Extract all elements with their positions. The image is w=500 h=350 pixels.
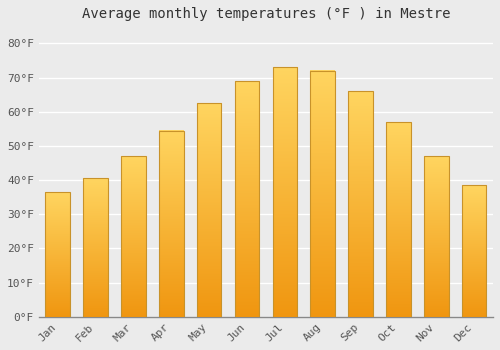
Title: Average monthly temperatures (°F ) in Mestre: Average monthly temperatures (°F ) in Me… (82, 7, 450, 21)
